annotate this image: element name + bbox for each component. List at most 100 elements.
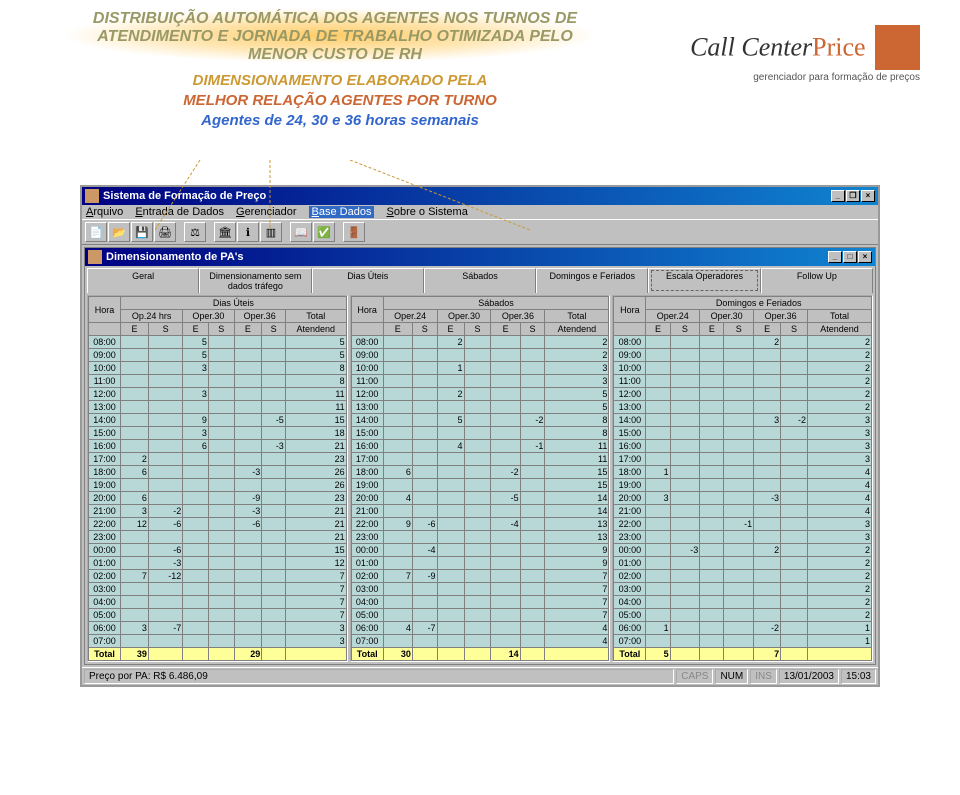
tab-1[interactable]: Dimensionamento sem dados tráfego (199, 268, 311, 293)
data-cell: 9 (183, 414, 209, 427)
tool-icon[interactable]: ⚖ (184, 222, 206, 242)
data-cell (700, 336, 724, 349)
info-icon[interactable]: ℹ (237, 222, 259, 242)
data-cell (754, 518, 781, 531)
data-cell (724, 544, 754, 557)
data-cell: 5 (183, 336, 209, 349)
data-cell: -6 (412, 518, 437, 531)
data-cell (121, 362, 149, 375)
tab-6[interactable]: Follow Up (761, 268, 873, 293)
check-icon[interactable]: ✅ (313, 222, 335, 242)
hour-cell: 01:00 (351, 557, 383, 570)
data-cell (121, 583, 149, 596)
menu-entrada-de-dados[interactable]: Entrada de Dados (135, 206, 224, 218)
tab-2[interactable]: Dias Úteis (312, 268, 424, 293)
data-cell: -1 (724, 518, 754, 531)
status-price: Preço por PA: R$ 6.486,09 (84, 669, 674, 684)
sub-maximize-button[interactable]: □ (843, 251, 857, 263)
hour-cell: 14:00 (614, 414, 646, 427)
data-cell (646, 479, 670, 492)
data-cell (412, 336, 437, 349)
minimize-button[interactable]: _ (831, 190, 845, 202)
data-cell: -3 (148, 557, 182, 570)
data-cell (724, 440, 754, 453)
data-cell (700, 635, 724, 648)
book-icon[interactable]: 📖 (290, 222, 312, 242)
data-cell (464, 349, 491, 362)
menu-sobre-o-sistema[interactable]: Sobre o Sistema (386, 206, 467, 218)
data-cell: 2 (808, 388, 872, 401)
data-cell (781, 505, 808, 518)
data-cell (781, 466, 808, 479)
data-cell (464, 583, 491, 596)
menu-arquivo[interactable]: Arquivo (86, 206, 123, 218)
save-icon[interactable]: 💾 (131, 222, 153, 242)
data-cell (724, 388, 754, 401)
menubar[interactable]: Arquivo Entrada de Dados Gerenciador Base D… (82, 205, 878, 219)
data-cell (491, 609, 520, 622)
status-date: 13/01/2003 (779, 669, 839, 684)
data-cell (437, 622, 464, 635)
data-cell: 5 (545, 401, 609, 414)
data-cell (183, 557, 209, 570)
data-cell (437, 466, 464, 479)
header-sub-2: MELHOR RELAÇÃO AGENTES POR TURNO (80, 92, 600, 109)
exit-icon[interactable]: 🚪 (343, 222, 365, 242)
menu-gerenciador[interactable]: Gerenciador (236, 206, 297, 218)
data-cell (670, 596, 700, 609)
print-icon[interactable]: 🖨 (154, 222, 176, 242)
sub-minimize-button[interactable]: _ (828, 251, 842, 263)
data-cell (646, 544, 670, 557)
data-cell (520, 544, 545, 557)
data-cell (208, 440, 234, 453)
data-cell: 2 (808, 544, 872, 557)
tab-4[interactable]: Domingos e Feriados (536, 268, 648, 293)
toolbar: 📄 📂 💾 🖨 ⚖ 🏛 ℹ ▥ 📖 ✅ 🚪 (82, 219, 878, 245)
tab-0[interactable]: Geral (87, 268, 199, 293)
menu-base-dados[interactable]: Base Dados (309, 206, 375, 218)
close-button[interactable]: × (861, 190, 875, 202)
data-cell (262, 479, 286, 492)
hour-cell: 08:00 (614, 336, 646, 349)
data-cell (208, 336, 234, 349)
hour-cell: 16:00 (614, 440, 646, 453)
data-cell (670, 453, 700, 466)
hour-cell: 13:00 (614, 401, 646, 414)
data-cell (148, 362, 182, 375)
hour-cell: 22:00 (614, 518, 646, 531)
data-cell (148, 440, 182, 453)
data-cell (724, 362, 754, 375)
bank-icon[interactable]: 🏛 (214, 222, 236, 242)
data-cell: -3 (670, 544, 700, 557)
data-cell (520, 466, 545, 479)
tab-5[interactable]: Escala Operadores (648, 268, 760, 293)
data-cell (670, 362, 700, 375)
data-cell (183, 453, 209, 466)
data-cell (234, 544, 262, 557)
hour-cell: 03:00 (89, 583, 121, 596)
new-icon[interactable]: 📄 (85, 222, 107, 242)
data-cell (234, 635, 262, 648)
data-cell (464, 609, 491, 622)
data-cell: 4 (808, 479, 872, 492)
open-icon[interactable]: 📂 (108, 222, 130, 242)
data-cell (121, 336, 149, 349)
data-cell: 2 (437, 388, 464, 401)
titlebar[interactable]: Sistema de Formação de Preço _ ❐ × (82, 187, 878, 205)
data-cell (412, 557, 437, 570)
sub-close-button[interactable]: × (858, 251, 872, 263)
data-cell (208, 531, 234, 544)
data-cell (700, 349, 724, 362)
sub-window-title: Dimensionamento de PA's (106, 251, 827, 263)
tab-3[interactable]: Sábados (424, 268, 536, 293)
hour-cell: 23:00 (614, 531, 646, 544)
data-cell (383, 349, 412, 362)
maximize-button[interactable]: ❐ (846, 190, 860, 202)
data-cell (208, 596, 234, 609)
data-cell (491, 544, 520, 557)
data-cell (208, 349, 234, 362)
sub-titlebar[interactable]: Dimensionamento de PA's _ □ × (85, 248, 875, 266)
data-cell: -2 (781, 414, 808, 427)
column-icon[interactable]: ▥ (260, 222, 282, 242)
data-cell (464, 505, 491, 518)
